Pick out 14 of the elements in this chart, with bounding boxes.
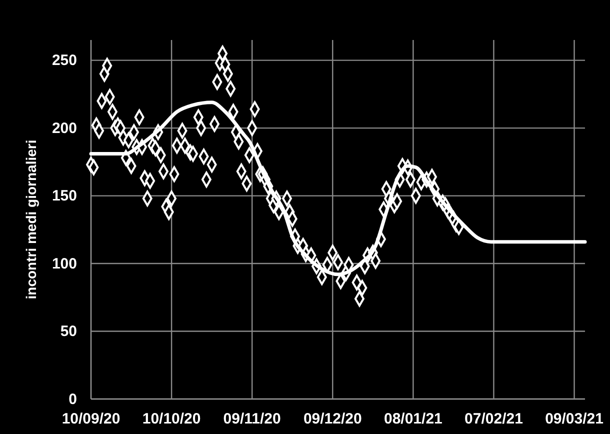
x-tick-label: 08/01/21 (384, 410, 442, 428)
x-tick-label: 07/02/21 (464, 410, 523, 428)
y-tick-label: 250 (52, 52, 77, 70)
y-tick-label: 150 (52, 188, 77, 205)
x-tick-label: 09/03/21 (545, 410, 604, 428)
x-tick-label: 09/12/20 (303, 410, 362, 428)
y-axis-title: incontri medi giornalieri (23, 140, 39, 300)
x-tick-label: 10/09/20 (62, 410, 120, 428)
y-tick-label: 100 (52, 255, 77, 272)
y-tick-label: 0 (68, 390, 77, 408)
x-tick-label: 09/11/20 (223, 410, 281, 428)
y-tick-label: 50 (60, 323, 77, 340)
y-tick-label: 200 (52, 120, 77, 137)
x-tick-label: 10/10/20 (142, 410, 201, 428)
